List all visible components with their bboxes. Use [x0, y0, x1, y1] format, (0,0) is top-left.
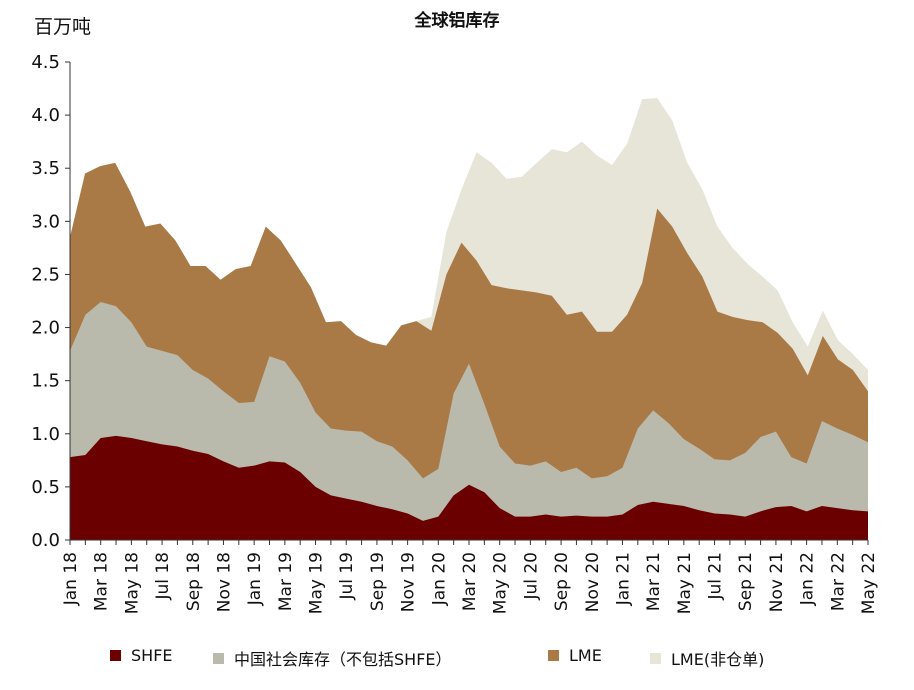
y-tick-label: 1.0 — [31, 424, 60, 445]
y-tick-label: 2.5 — [31, 264, 60, 285]
x-tick-label: Jul 21 — [706, 552, 726, 601]
y-tick-label: 1.5 — [31, 371, 60, 392]
legend-item-lme: LME — [548, 646, 602, 665]
x-tick-label: Sep 18 — [184, 552, 204, 611]
y-tick-label: 4.5 — [31, 52, 60, 73]
x-tick-label: Jul 18 — [153, 552, 173, 601]
x-tick-label: Jan 21 — [613, 552, 633, 606]
axes: 0.0 0.5 1.0 1.5 2.0 2.5 3.0 3.5 4.0 4.5 Jan 18 Mar … — [31, 52, 879, 614]
legend-item-china-social: 中国社会库存（不包括SHFE） — [213, 646, 452, 670]
legend-swatch-china-social — [213, 652, 224, 664]
y-tick-label: 4.0 — [31, 105, 60, 126]
y-tick-label: 0.0 — [31, 530, 60, 551]
x-tick-label: Nov 20 — [583, 552, 603, 612]
x-tick-label: Nov 18 — [214, 552, 234, 612]
legend-label-lme-offwarrant: LME(非仓单) — [671, 650, 765, 669]
x-tick-label: Jan 18 — [61, 552, 81, 606]
x-tick-label: Sep 19 — [368, 552, 388, 611]
x-tick-label: May 21 — [675, 552, 695, 614]
area-layers — [70, 98, 868, 541]
y-tick-label: 0.5 — [31, 477, 60, 498]
y-tick-label: 3.5 — [31, 158, 60, 179]
x-tick-label: Jul 19 — [337, 552, 357, 601]
legend-label-lme: LME — [569, 646, 602, 665]
x-tick-label: May 19 — [307, 552, 327, 614]
x-tick-label: Mar 21 — [644, 552, 664, 611]
legend-label-shfe: SHFE — [131, 646, 173, 665]
legend-item-lme-offwarrant: LME(非仓单) — [650, 646, 764, 670]
y-tick-label: 2.0 — [31, 318, 60, 339]
x-tick-label: May 18 — [122, 552, 142, 614]
x-tick-label: Sep 20 — [552, 552, 572, 611]
x-tick-label: May 22 — [859, 552, 879, 614]
x-tick-label: Mar 19 — [276, 552, 296, 611]
legend-swatch-lme-offwarrant — [650, 652, 661, 664]
x-tick-label: Mar 22 — [828, 552, 848, 611]
legend-swatch-lme — [548, 650, 559, 661]
x-tick-label: Jan 19 — [245, 552, 265, 606]
y-tick-label: 3.0 — [31, 211, 60, 232]
y-axis-label: 百万吨 — [34, 16, 92, 38]
x-tick-label: Jan 20 — [429, 552, 449, 606]
x-tick-label: Mar 20 — [460, 552, 480, 611]
legend-item-shfe: SHFE — [110, 646, 173, 665]
x-tick-label: Jul 20 — [521, 552, 541, 601]
x-tick-label: Nov 21 — [767, 552, 787, 612]
x-tick-label: Jan 22 — [798, 552, 818, 606]
legend-swatch-shfe — [110, 650, 121, 661]
x-tick-label: Sep 21 — [736, 552, 756, 611]
x-tick-label: Mar 18 — [92, 552, 112, 611]
x-tick-label: May 20 — [491, 552, 511, 614]
x-tick-label: Nov 19 — [399, 552, 419, 612]
area-shfe — [70, 435, 868, 540]
legend-label-china-social: 中国社会库存（不包括SHFE） — [234, 650, 452, 669]
chart-title: 全球铝库存 — [414, 11, 500, 31]
